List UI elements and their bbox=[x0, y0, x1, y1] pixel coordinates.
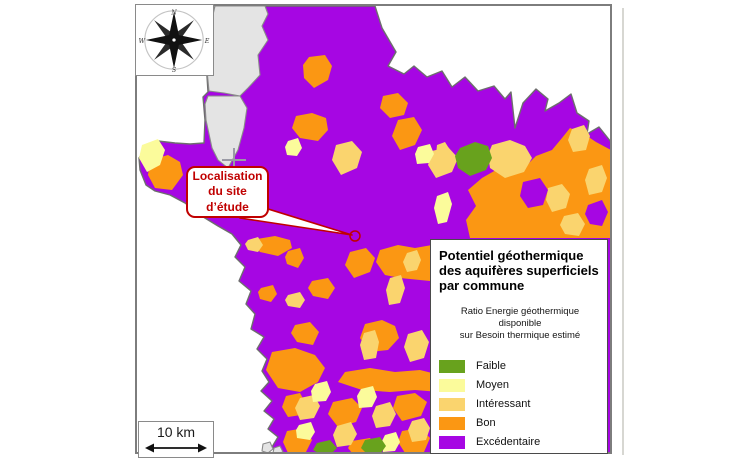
callout-target-circle bbox=[349, 230, 361, 242]
legend-title: Potentiel géothermique des aquifères sup… bbox=[439, 248, 601, 293]
legend-subtitle-line: sur Besoin thermique estimé bbox=[459, 329, 581, 341]
study-site-callout: Localisation du site d’étude bbox=[186, 166, 269, 218]
legend-title-line: par commune bbox=[439, 278, 525, 294]
compass-n-label: N bbox=[170, 10, 177, 17]
legend-subtitle-line: Ratio Energie géothermique bbox=[460, 306, 580, 318]
legend-box: Potentiel géothermique des aquifères sup… bbox=[430, 239, 608, 454]
compass-s-label: S bbox=[172, 67, 177, 74]
communes-faible bbox=[313, 142, 492, 452]
compass-w-label: W bbox=[139, 38, 146, 45]
communes-moyen bbox=[139, 138, 452, 452]
legend-swatch bbox=[439, 378, 465, 392]
legend-title-line: Potentiel géothermique bbox=[439, 248, 584, 263]
legend-item: Faible bbox=[439, 357, 601, 376]
compass-box: N S E W bbox=[135, 4, 214, 76]
legend-item-label: Faible bbox=[476, 360, 506, 373]
communes-excedentaire-inliers bbox=[520, 178, 608, 226]
legend-item: Intéressant bbox=[439, 395, 601, 414]
scale-bar-box: 10 km bbox=[138, 421, 214, 458]
legend-items: Faible Moyen Intéressant Bon Excédentaire bbox=[439, 357, 601, 452]
legend-item-label: Bon bbox=[476, 417, 496, 430]
communes-interessant bbox=[245, 125, 607, 447]
legend-item-label: Excédentaire bbox=[476, 436, 541, 449]
callout-text: Localisation du site d’étude bbox=[192, 168, 263, 214]
legend-subtitle: Ratio Energie géothermique disponible su… bbox=[439, 306, 601, 342]
figure-edge-line bbox=[622, 8, 624, 455]
legend-item: Moyen bbox=[439, 376, 601, 395]
legend-swatch bbox=[439, 397, 465, 411]
legend-swatch bbox=[439, 435, 465, 449]
no-data-communes bbox=[204, 6, 284, 452]
scale-label: 10 km bbox=[156, 424, 196, 440]
legend-title-line: des aquifères superficiels bbox=[439, 263, 599, 279]
legend-subtitle-line: disponible bbox=[498, 318, 542, 330]
legend-item-label: Intéressant bbox=[476, 398, 531, 411]
compass-e-label: E bbox=[204, 38, 210, 45]
legend-item: Bon bbox=[439, 414, 601, 433]
compass-rose-icon: N S E W bbox=[139, 10, 210, 74]
legend-item-label: Moyen bbox=[476, 379, 510, 392]
legend-item: Excédentaire bbox=[439, 433, 601, 452]
legend-swatch bbox=[439, 359, 465, 373]
scale-arrow-icon bbox=[145, 443, 207, 453]
legend-swatch bbox=[439, 416, 465, 430]
